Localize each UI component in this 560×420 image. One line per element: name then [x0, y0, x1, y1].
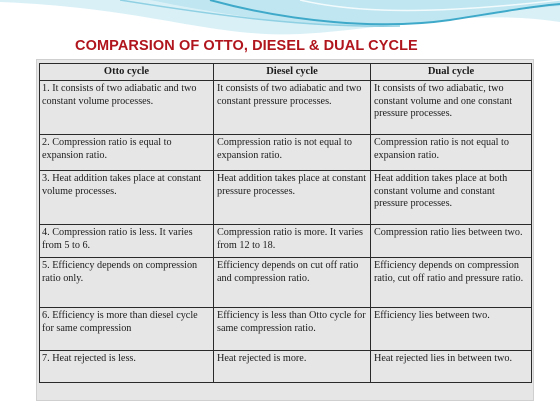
column-header-otto: Otto cycle — [39, 63, 214, 81]
table-cell-otto: 1. It consists of two adiabatic and two … — [39, 80, 214, 135]
table-row: 7. Heat rejected is less. Heat rejected … — [39, 350, 532, 383]
table-row: 1. It consists of two adiabatic and two … — [39, 80, 532, 135]
table-cell-diesel: Heat rejected is more. — [213, 350, 371, 383]
table-cell-otto: 6. Efficiency is more than diesel cycle … — [39, 307, 214, 351]
table-cell-otto: 4. Compression ratio is less. It varies … — [39, 224, 214, 258]
column-header-dual: Dual cycle — [370, 63, 532, 81]
table-row: 5. Efficiency depends on compression rat… — [39, 257, 532, 308]
table-cell-otto: 7. Heat rejected is less. — [39, 350, 214, 383]
table-row: 2. Compression ratio is equal to expansi… — [39, 134, 532, 171]
table-cell-diesel: Efficiency depends on cut off ratio and … — [213, 257, 371, 308]
table-cell-diesel: Efficiency is less than Otto cycle for s… — [213, 307, 371, 351]
table-cell-dual: Compression ratio is not equal to expans… — [370, 134, 532, 171]
table-cell-dual: Efficiency depends on compression ratio,… — [370, 257, 532, 308]
comparison-table-scan: Otto cycle Diesel cycle Dual cycle 1. It… — [37, 60, 533, 400]
table-row: 4. Compression ratio is less. It varies … — [39, 224, 532, 258]
table-cell-diesel: Compression ratio is more. It varies fro… — [213, 224, 371, 258]
table-cell-diesel: Heat addition takes place at constant pr… — [213, 170, 371, 225]
table-cell-otto: 5. Efficiency depends on compression rat… — [39, 257, 214, 308]
table-cell-diesel: It consists of two adiabatic and two con… — [213, 80, 371, 135]
table-cell-otto: 2. Compression ratio is equal to expansi… — [39, 134, 214, 171]
table-cell-dual: Efficiency lies between two. — [370, 307, 532, 351]
table-row: 3. Heat addition takes place at constant… — [39, 170, 532, 225]
column-header-diesel: Diesel cycle — [213, 63, 371, 81]
table-cell-dual: Heat addition takes place at both consta… — [370, 170, 532, 225]
slide-title: COMPARSION OF OTTO, DIESEL & DUAL CYCLE — [75, 38, 418, 54]
table-header-row: Otto cycle Diesel cycle Dual cycle — [39, 63, 532, 81]
header-swoosh-decoration — [0, 0, 560, 35]
table-cell-dual: It consists of two adiabatic, two consta… — [370, 80, 532, 135]
table-cell-otto: 3. Heat addition takes place at constant… — [39, 170, 214, 225]
table-cell-dual: Compression ratio lies between two. — [370, 224, 532, 258]
table-cell-diesel: Compression ratio is not equal to expans… — [213, 134, 371, 171]
table-cell-dual: Heat rejected lies in between two. — [370, 350, 532, 383]
table-row: 6. Efficiency is more than diesel cycle … — [39, 307, 532, 351]
comparison-table: Otto cycle Diesel cycle Dual cycle 1. It… — [39, 63, 532, 383]
